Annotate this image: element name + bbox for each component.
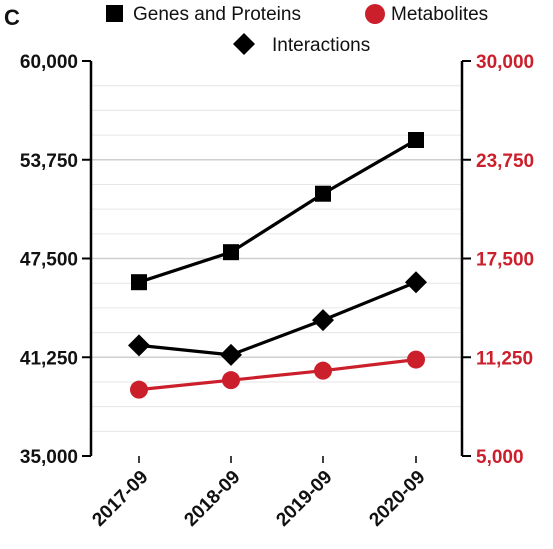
- data-point-genes-and-proteins: [408, 132, 424, 148]
- data-point-genes-and-proteins: [315, 185, 331, 202]
- data-point-genes-and-proteins: [223, 244, 239, 261]
- right-tick-label: 17,500: [476, 250, 534, 271]
- series-line-genes-and-proteins: [138, 138, 417, 284]
- series-lines: [138, 138, 417, 392]
- x-axis-ticks: 2017-09 2018-09 2019-09 2020-09: [88, 456, 430, 531]
- data-point-metabolites: [222, 371, 240, 390]
- x-tick-label: 2017-09: [88, 467, 152, 531]
- panel-label: C: [4, 5, 20, 30]
- legend-marker-genes: [106, 5, 123, 22]
- right-tick-label: 11,250: [476, 348, 533, 369]
- right-tick-label: 30,000: [476, 52, 534, 73]
- series-line-metabolites: [138, 358, 417, 392]
- legend: Genes and Proteins Metabolites Interacti…: [106, 4, 488, 56]
- legend-marker-metabolites: [365, 4, 385, 24]
- legend-label-interactions: Interactions: [272, 35, 370, 56]
- right-tick-label: 23,750: [476, 151, 534, 172]
- left-tick-label: 35,000: [20, 447, 78, 468]
- legend-label-genes: Genes and Proteins: [133, 4, 301, 25]
- series-markers: [128, 132, 427, 399]
- data-point-metabolites: [130, 380, 148, 399]
- left-axis-ticks: 60,000 53,750 47,500 41,250 35,000: [20, 52, 91, 468]
- data-point-metabolites: [407, 350, 425, 369]
- gridlines: [91, 85, 462, 432]
- legend-label-metabolites: Metabolites: [391, 4, 488, 25]
- x-tick-label: 2020-09: [365, 467, 429, 531]
- right-axis-ticks: 30,000 23,750 17,500 11,250 5,000: [462, 52, 534, 468]
- x-tick-label: 2019-09: [272, 467, 336, 531]
- right-tick-label: 5,000: [476, 447, 524, 468]
- data-point-metabolites: [314, 361, 332, 380]
- data-point-interactions: [220, 343, 242, 366]
- data-point-genes-and-proteins: [131, 274, 147, 291]
- left-tick-label: 53,750: [20, 151, 78, 172]
- data-point-interactions: [405, 271, 427, 294]
- data-point-interactions: [128, 334, 150, 357]
- left-tick-label: 47,500: [20, 250, 78, 271]
- left-tick-label: 41,250: [20, 348, 78, 369]
- x-tick-label: 2018-09: [180, 467, 244, 531]
- legend-marker-interactions: [233, 33, 255, 55]
- series-line-interactions: [138, 280, 417, 357]
- data-point-interactions: [312, 309, 334, 332]
- left-tick-label: 60,000: [20, 52, 78, 73]
